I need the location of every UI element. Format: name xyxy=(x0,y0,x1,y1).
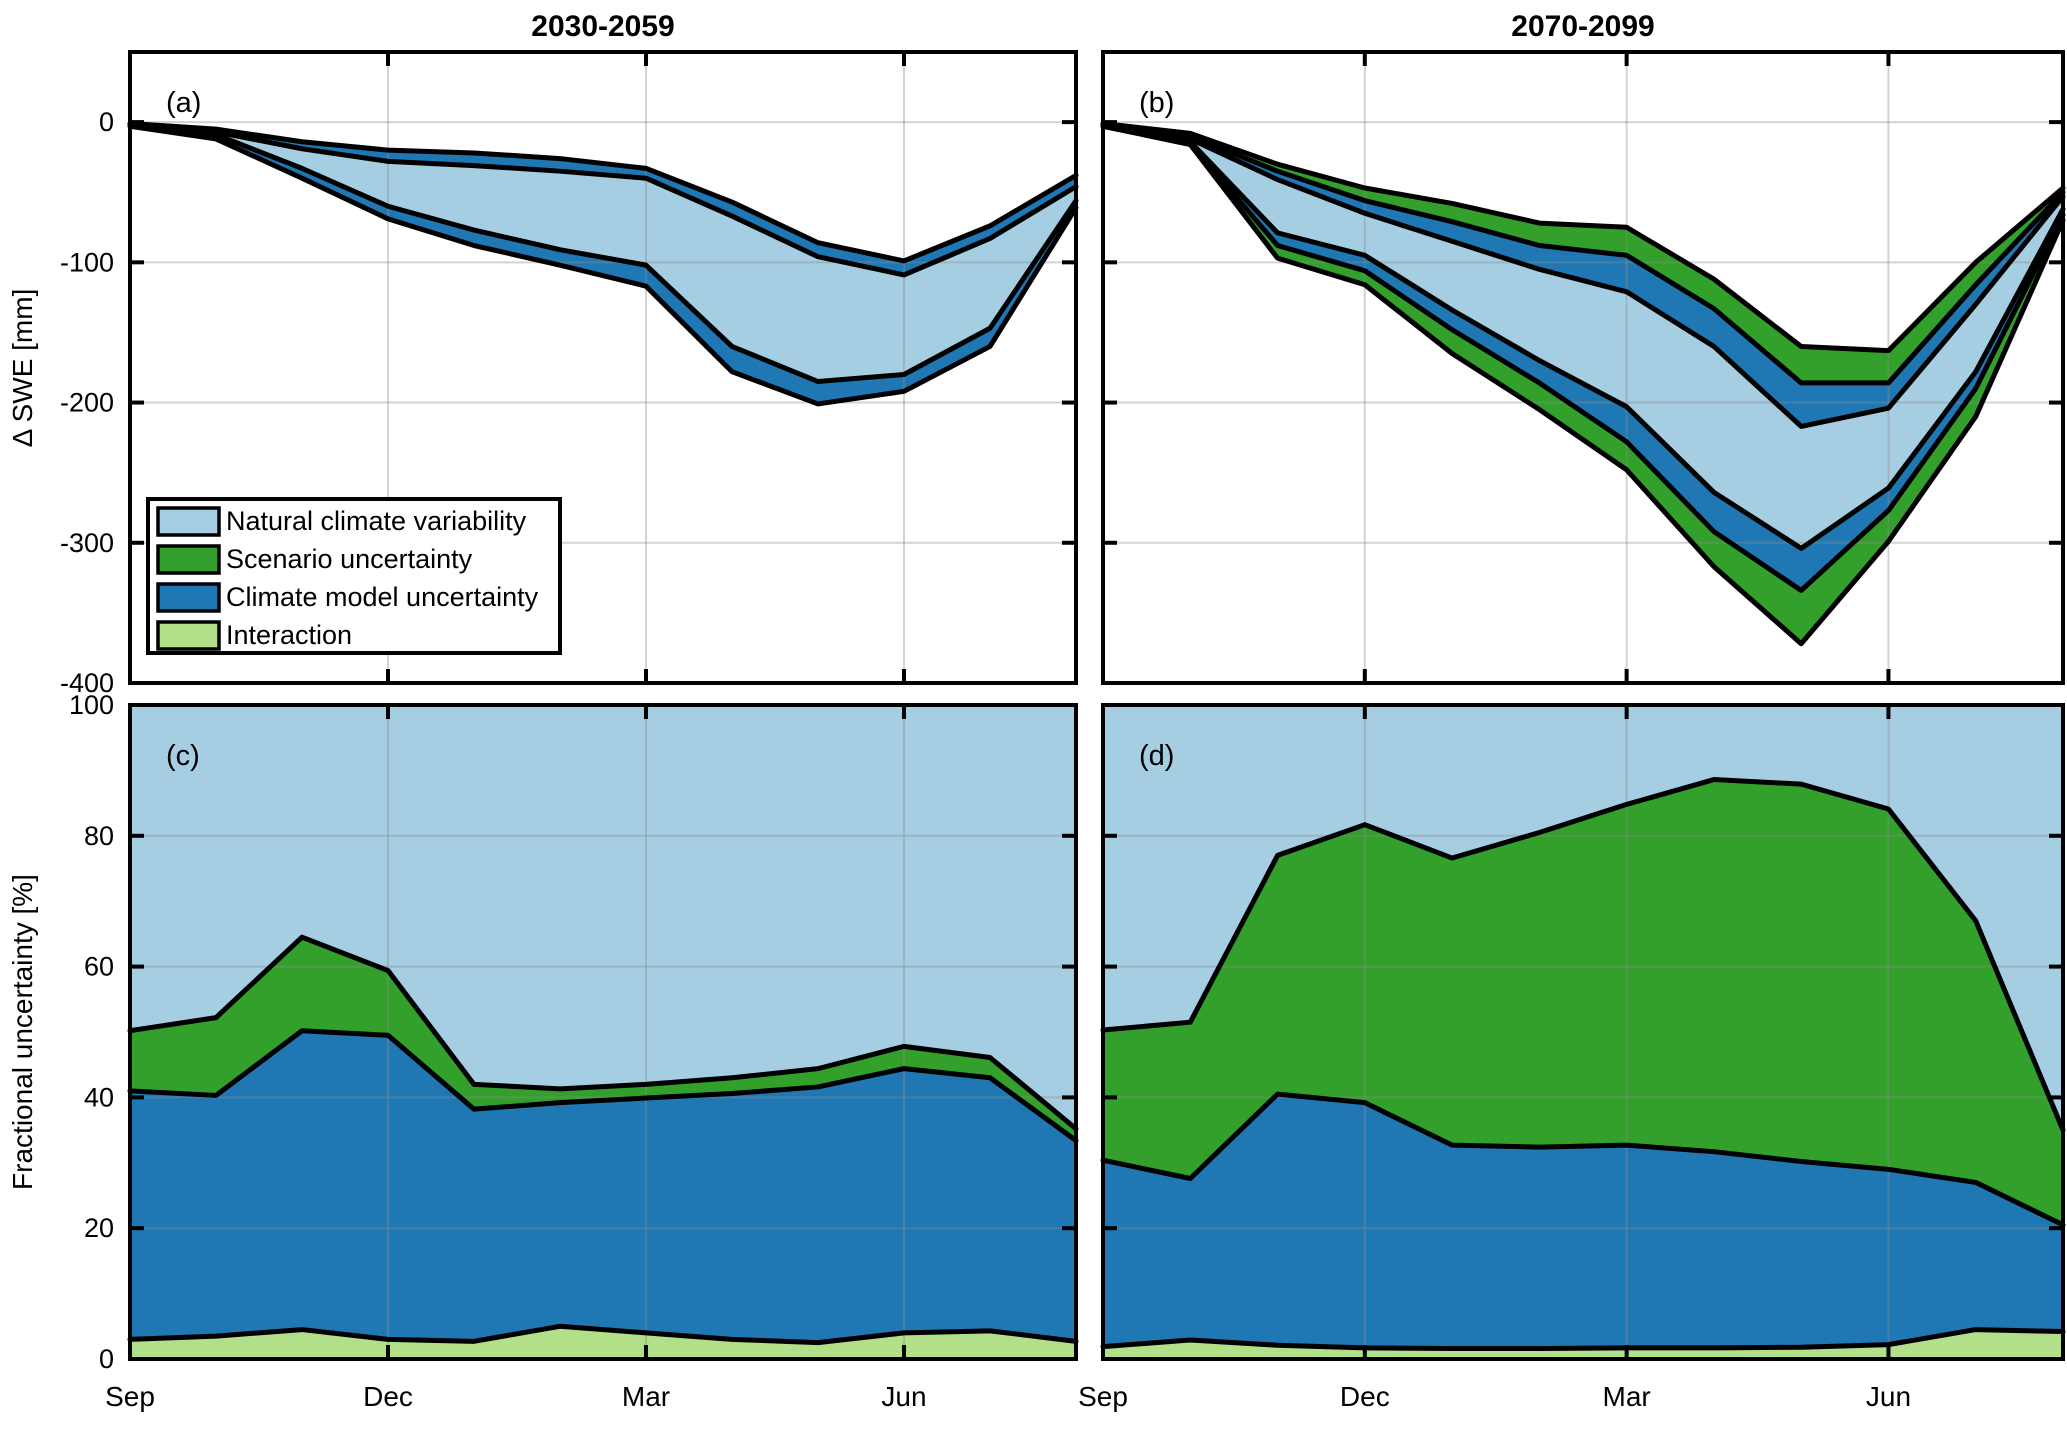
boundary-curve xyxy=(1100,122,2066,551)
y-tick-label: -400 xyxy=(60,668,114,698)
boundary-curve xyxy=(1100,123,2066,647)
legend-label-interaction: Interaction xyxy=(226,620,352,650)
y-tick-label: -200 xyxy=(60,388,114,418)
y-tick-label: 20 xyxy=(84,1213,114,1243)
panel-b-title: 2070-2099 xyxy=(1511,10,1654,43)
boundary-curve xyxy=(127,1028,1079,1144)
boundary-curve xyxy=(1100,1327,2066,1352)
boundary-curve xyxy=(1100,121,2066,386)
panel-d-letter: (d) xyxy=(1139,740,1174,772)
legend: Natural climate variability Scenario unc… xyxy=(146,497,562,655)
boundary-curve xyxy=(1100,777,2066,1133)
panel-d-border xyxy=(1101,703,2065,1361)
band-scenario-uncertainty-upper xyxy=(1103,123,2063,383)
boundary-curve xyxy=(127,934,1079,1132)
y-tick-label: 80 xyxy=(84,821,114,851)
area-climate-model-uncertainty xyxy=(1103,1094,2063,1359)
legend-label-model: Climate model uncertainty xyxy=(226,582,539,612)
boundary-curve xyxy=(127,122,1079,385)
panel-c-border xyxy=(128,703,1078,1361)
boundary-curve xyxy=(1100,122,2066,429)
x-tick-label: Mar xyxy=(1603,1381,1651,1412)
panel-b-border xyxy=(1101,50,2065,685)
x-tick-label: Sep xyxy=(105,1381,155,1412)
legend-swatch-scenario xyxy=(156,544,221,575)
panel-a-letter: (a) xyxy=(166,87,201,119)
panel-a-title: 2030-2059 xyxy=(531,10,674,43)
y-tick-label: 100 xyxy=(69,690,114,720)
boundary-curve xyxy=(1100,1091,2066,1228)
x-tick-label: Dec xyxy=(1340,1381,1390,1412)
x-tick-label: Mar xyxy=(622,1381,670,1412)
panel-a-border xyxy=(128,50,1078,685)
boundary-curve xyxy=(1100,121,2066,354)
legend-swatch-model xyxy=(156,582,221,613)
boundary-curve xyxy=(127,121,1079,264)
legend-label-natural: Natural climate variability xyxy=(226,506,527,536)
legend-swatch-interaction xyxy=(156,620,221,651)
y-axis-label-top: Δ SWE [mm] xyxy=(7,289,38,448)
y-tick-label: 40 xyxy=(84,1082,114,1112)
legend-swatch-natural xyxy=(156,506,221,537)
panel-c: 100 80 60 40 20 0 Sep Dec Mar Jun xyxy=(69,690,1079,1412)
y-tick-label: -300 xyxy=(60,528,114,558)
boundary-curve xyxy=(127,121,1079,278)
y-tick-label: -100 xyxy=(60,247,114,277)
area-interaction xyxy=(1103,1329,2063,1359)
legend-label-scenario: Scenario uncertainty xyxy=(226,544,473,574)
x-tick-label: Jun xyxy=(1866,1381,1911,1412)
boundary-curve xyxy=(127,123,1079,407)
band-climate-model-uncertainty-upper xyxy=(1103,123,2063,427)
band-natural-climate-variability xyxy=(130,123,1076,382)
y-tick-label: 0 xyxy=(99,1344,114,1374)
area-interaction xyxy=(130,1326,1076,1359)
x-tick-label: Dec xyxy=(363,1381,413,1412)
panel-b xyxy=(1100,50,2066,685)
y-tick-label: 0 xyxy=(99,107,114,137)
boundary-curve xyxy=(1100,123,2066,593)
band-climate-model-uncertainty-lower xyxy=(130,124,1076,404)
boundary-curve xyxy=(127,1323,1079,1346)
x-tick-label: Sep xyxy=(1078,1381,1128,1412)
area-climate-model-uncertainty xyxy=(130,1030,1076,1359)
x-tick-label: Jun xyxy=(881,1381,926,1412)
y-tick-label: 60 xyxy=(84,952,114,982)
panel-b-letter: (b) xyxy=(1139,87,1174,119)
band-natural-climate-variability xyxy=(1103,124,2063,549)
y-axis-label-bottom: Fractional uncertainty [%] xyxy=(7,874,38,1190)
panel-d: Sep Dec Mar Jun xyxy=(1078,703,2066,1412)
panel-c-letter: (c) xyxy=(166,740,200,772)
